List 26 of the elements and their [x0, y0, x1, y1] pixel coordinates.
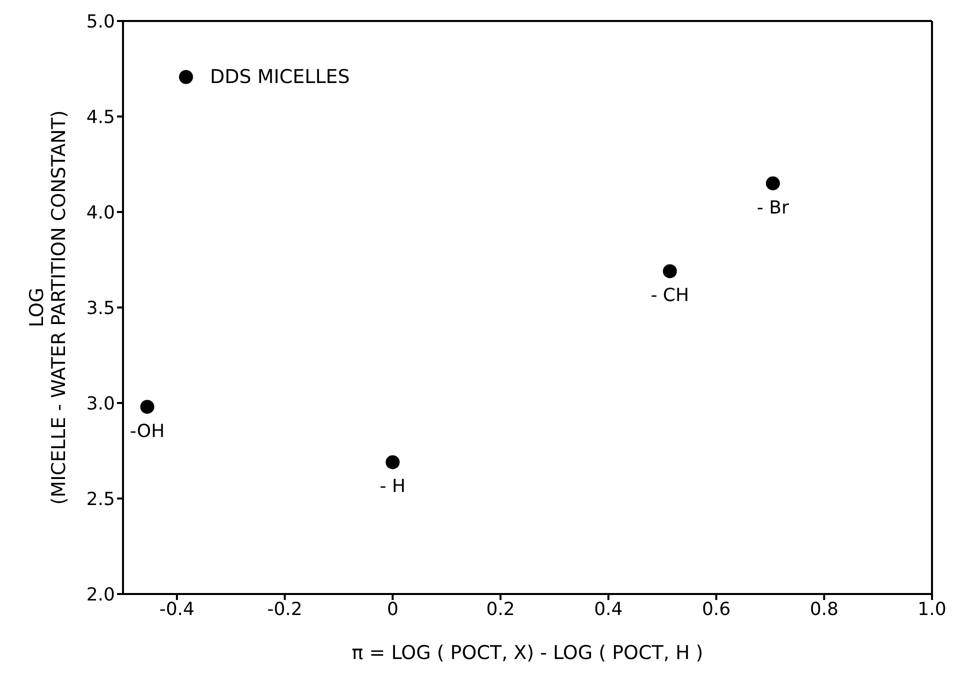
x-tick-label: 0.4: [594, 598, 623, 620]
x-tick-label: 0: [386, 598, 398, 620]
y-tick-label: 5.0: [86, 11, 115, 32]
x-tick-label: -0.2: [267, 598, 302, 620]
y-tick-label: 2.0: [86, 584, 115, 606]
annotation: - CH: [650, 285, 690, 306]
x-axis-title: π = LOG ( POCT, X) - LOG ( POCT, H ): [352, 642, 704, 664]
y-tick-label: 2.5: [86, 488, 115, 510]
x-tick-label: 0.2: [486, 598, 515, 620]
annotation: - Br: [756, 197, 790, 218]
x-tick-label: 1.0: [918, 598, 946, 620]
x-tick-label: -0.4: [159, 598, 194, 620]
x-tick-label: 0.6: [702, 598, 731, 620]
point: [386, 455, 400, 470]
annotation: -OH: [130, 420, 165, 442]
y-tick-label: 4.5: [86, 106, 115, 128]
annotation: - H: [380, 476, 406, 498]
y-tick-label: 4.0: [86, 202, 115, 224]
point: [662, 264, 677, 278]
legend-label: DDS MICELLES: [210, 66, 350, 88]
x-tick-label: 0.8: [810, 598, 838, 620]
y-tick-label: 3.5: [86, 298, 115, 319]
y-axis-title: LOG (MICELLE - WATER PARTITION CONSTANT): [26, 110, 70, 505]
point: [140, 400, 154, 414]
point: [766, 176, 780, 190]
y-tick-label: 3.0: [86, 393, 115, 414]
